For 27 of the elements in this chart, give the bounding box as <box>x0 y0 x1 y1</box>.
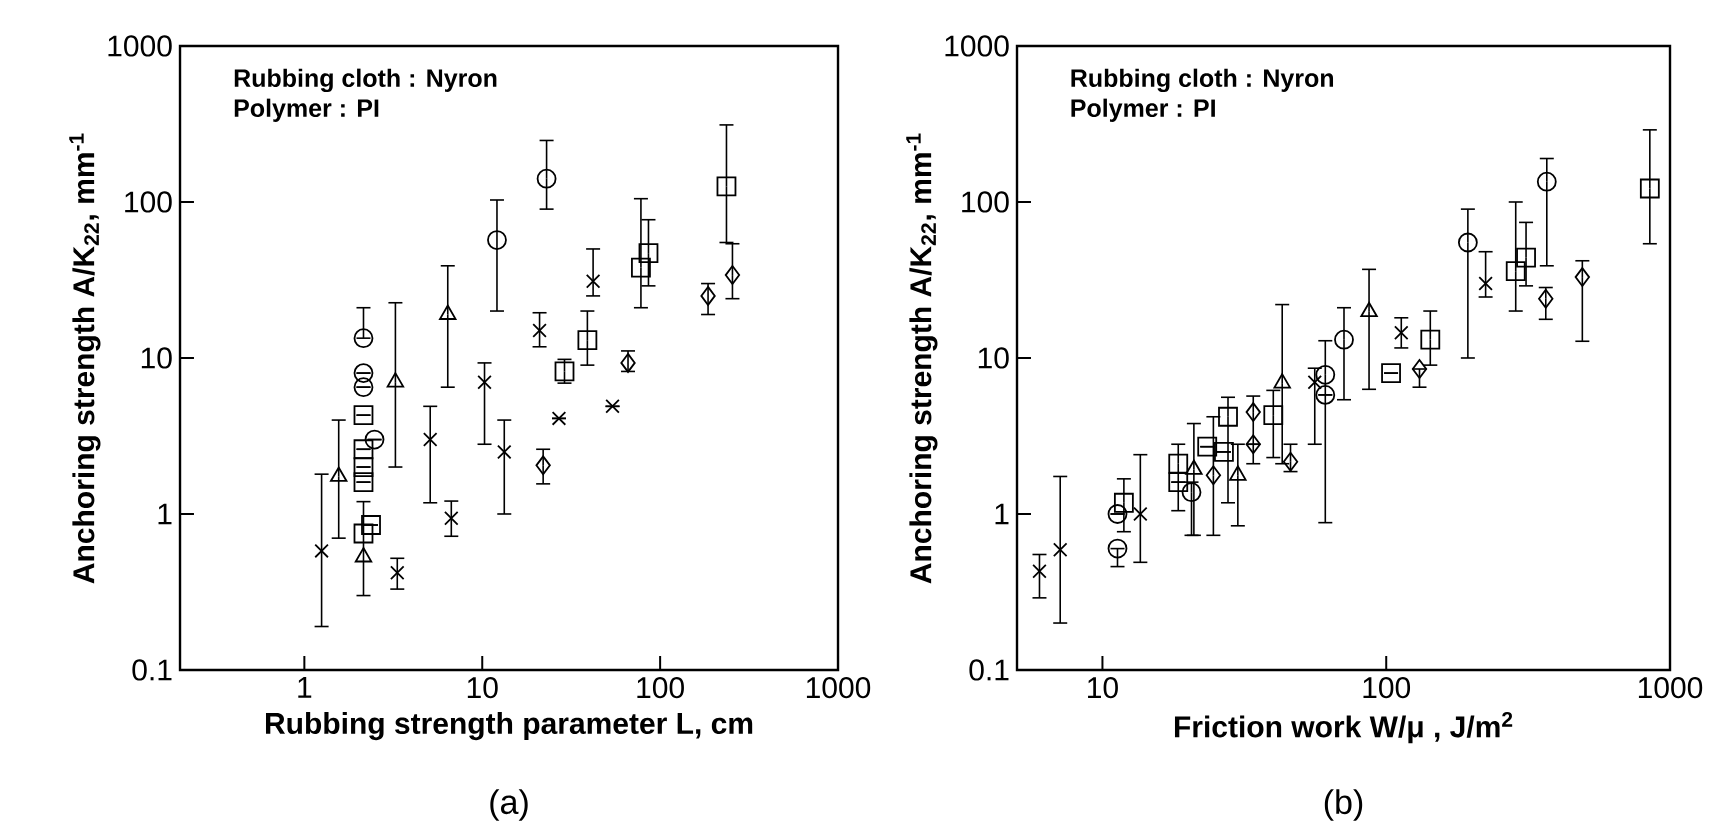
x-axis-title: Friction work W/μ , J/m$^{2}$ <box>1174 712 1513 744</box>
y-tick-label: 1 <box>995 503 1009 525</box>
annotation: Polymer : PI <box>234 98 379 122</box>
y-axis-title: Anchoring strength A/K$_{22}$, mm$^{-1}$ <box>69 133 101 584</box>
x-tick-label: 10 <box>1088 677 1118 699</box>
y-tick-label: 10 <box>141 347 172 369</box>
y-tick-label: 10 <box>978 347 1009 369</box>
y-tick-label: 100 <box>962 191 1009 213</box>
y-tick-label: 0.1 <box>132 659 172 681</box>
x-tick-label: 100 <box>637 677 684 699</box>
y-tick-label: 1 <box>158 503 172 525</box>
annotation: Polymer : PI <box>1071 98 1215 122</box>
x-tick-label: 1000 <box>1638 677 1703 699</box>
annotation: Rubbing cloth : Nyron <box>1071 68 1334 93</box>
y-tick-label: 100 <box>125 191 172 213</box>
y-tick-label: 1000 <box>945 35 1009 57</box>
x-tick-label: 1000 <box>806 677 871 699</box>
y-tick-label: 1000 <box>108 35 172 57</box>
y-tick-label: 0.1 <box>969 659 1009 681</box>
y-axis-title: Anchoring strength A/K$_{22}$, mm$^{-1}$ <box>906 133 938 584</box>
x-tick-label: 1 <box>298 677 312 698</box>
annotation: Rubbing cloth : Nyron <box>234 68 497 93</box>
text: (b) <box>1324 789 1363 821</box>
x-tick-label: 100 <box>1363 677 1411 699</box>
x-tick-label: 10 <box>467 677 498 699</box>
x-axis-title: Rubbing strength parameter L, cm <box>265 712 753 741</box>
text: (a) <box>490 789 528 821</box>
